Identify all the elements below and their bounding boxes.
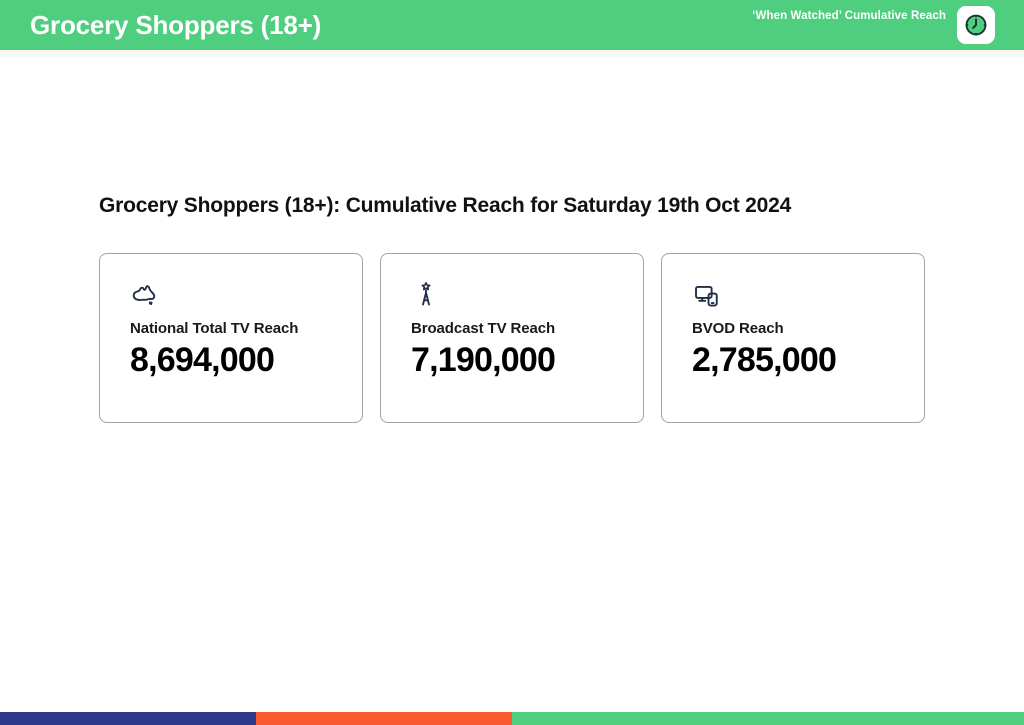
app-header: Grocery Shoppers (18+) ‘When Watched’ Cu… (0, 0, 1024, 50)
stat-card-bvod: BVOD Reach 2,785,000 (661, 253, 925, 423)
stat-card-value: 7,190,000 (411, 341, 556, 379)
footer-segment-orange (256, 712, 512, 725)
australia-map-icon (132, 285, 156, 306)
stat-card-broadcast-tv: Broadcast TV Reach 7,190,000 (380, 253, 644, 423)
stat-card-value: 8,694,000 (130, 341, 275, 379)
header-subtitle: ‘When Watched’ Cumulative Reach (752, 10, 946, 22)
clock-icon-box (957, 6, 995, 44)
broadcast-tower-icon (421, 282, 431, 306)
footer-color-bar (0, 712, 1024, 725)
clock-icon (965, 14, 987, 36)
stat-card-label: National Total TV Reach (130, 320, 299, 337)
stat-card-national-total-tv: National Total TV Reach 8,694,000 (99, 253, 363, 423)
footer-segment-navy (0, 712, 256, 725)
stat-cards-row: National Total TV Reach 8,694,000 Broadc… (99, 253, 925, 423)
stat-card-value: 2,785,000 (692, 341, 837, 379)
stat-card-label: Broadcast TV Reach (411, 320, 556, 337)
report-heading: Grocery Shoppers (18+): Cumulative Reach… (99, 194, 792, 217)
footer-segment-green (512, 712, 1024, 725)
stat-card-label: BVOD Reach (692, 320, 784, 337)
page-title: Grocery Shoppers (18+) (30, 9, 322, 40)
devices-icon (695, 285, 718, 307)
header-shadow (0, 50, 1024, 57)
